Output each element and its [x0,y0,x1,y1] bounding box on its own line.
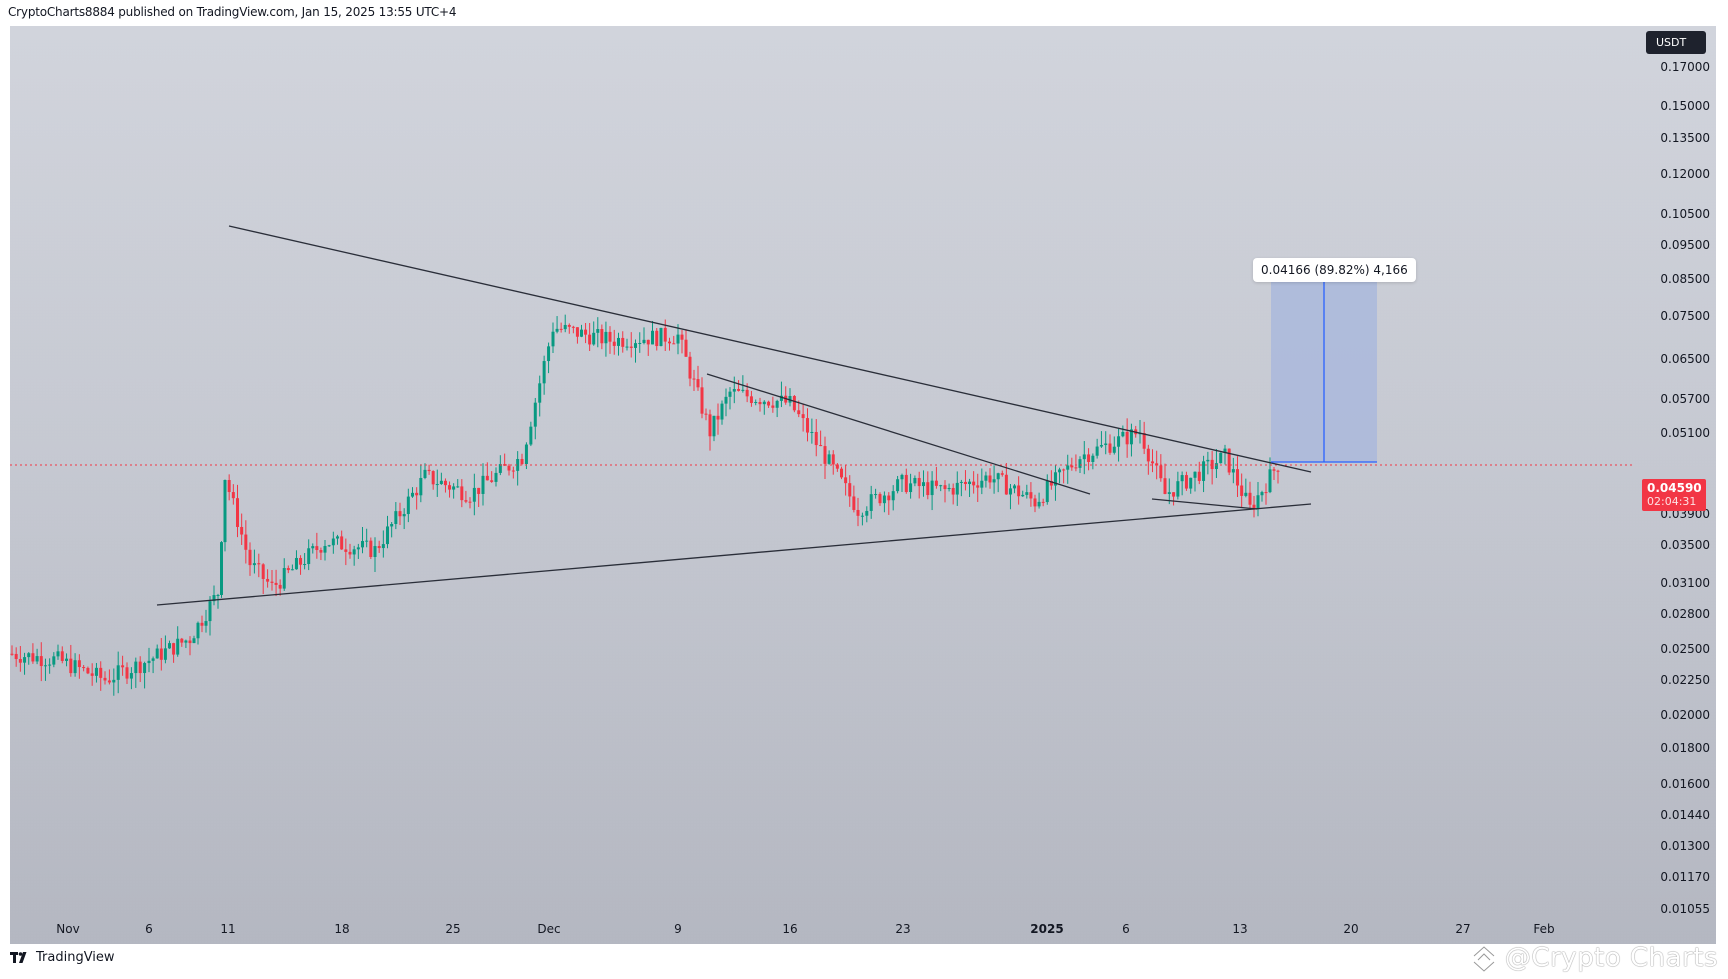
time-tick: 23 [895,922,911,936]
time-tick: 6 [1122,922,1130,936]
time-tick: 18 [334,922,350,936]
price-tick: 0.02000 [1660,708,1710,722]
price-tick: 0.07500 [1660,309,1710,323]
upper-resistance-trendline [228,225,1312,473]
time-tick: 11 [220,922,236,936]
last-price-badge: 0.04590 02:04:31 [1642,479,1706,511]
price-tick: 0.01170 [1660,870,1710,884]
price-tick: 0.03100 [1660,576,1710,590]
price-tick: 0.05700 [1660,392,1710,406]
price-tick: 0.01600 [1660,777,1710,791]
measure-label: 0.04166 (89.82%) 4,166 [1253,258,1416,282]
time-tick: 2025 [1030,922,1064,936]
price-tick: 0.01440 [1660,808,1710,822]
price-tick: 0.01300 [1660,839,1710,853]
price-tick: 0.01055 [1660,902,1710,916]
time-tick: 25 [445,922,461,936]
price-tick: 0.05100 [1660,426,1710,440]
price-tick: 0.17000 [1660,60,1710,74]
time-tick: 16 [782,922,798,936]
chart-pane[interactable]: 0.04166 (89.82%) 4,166 USDT 0.17000 0.150… [10,26,1716,944]
price-tick: 0.02800 [1660,607,1710,621]
inner-resistance-trendline [706,373,1091,495]
price-tick: 0.01800 [1660,741,1710,755]
price-axis[interactable]: USDT 0.17000 0.15000 0.13500 0.12000 0.10500… [1632,26,1716,944]
last-price-value: 0.04590 [1647,481,1702,495]
watermark: @Crypto Charts [1469,943,1718,973]
time-tick: Dec [537,922,561,936]
price-tick: 0.02250 [1660,673,1710,687]
price-tick: 0.08500 [1660,272,1710,286]
price-tick: 0.03500 [1660,538,1710,552]
price-tick: 0.12000 [1660,167,1710,181]
price-plot[interactable] [10,26,1716,944]
ascending-support-trendline [156,503,1312,606]
time-tick: 9 [674,922,682,936]
price-tick: 0.09500 [1660,238,1710,252]
time-tick: 6 [145,922,153,936]
time-tick: Nov [56,922,80,936]
price-tick: 0.15000 [1660,99,1710,113]
price-range-measure[interactable] [1271,267,1377,463]
time-tick: 13 [1232,922,1248,936]
currency-badge[interactable]: USDT [1646,31,1706,54]
binance-square-icon [1473,946,1495,972]
time-axis[interactable]: Nov 6 11 18 25 Dec 9 16 23 2025 6 13 20 27 Feb [10,914,1716,944]
time-tick: 27 [1455,922,1471,936]
price-tick: 0.06500 [1660,352,1710,366]
time-tick: 20 [1343,922,1359,936]
tradingview-logo[interactable]: TradingView [10,950,115,965]
price-tick: 0.13500 [1660,131,1710,145]
publish-info: CryptoCharts8884 published on TradingVie… [8,5,457,19]
time-tick: Feb [1533,922,1555,936]
short-support-trendline [1151,498,1258,510]
tradingview-brand: TradingView [36,950,115,965]
price-tick: 0.10500 [1660,207,1710,221]
tradingview-logo-icon [10,951,27,963]
bar-countdown: 02:04:31 [1647,495,1697,508]
watermark-text: @Crypto Charts [1504,943,1718,973]
price-tick: 0.02500 [1660,642,1710,656]
